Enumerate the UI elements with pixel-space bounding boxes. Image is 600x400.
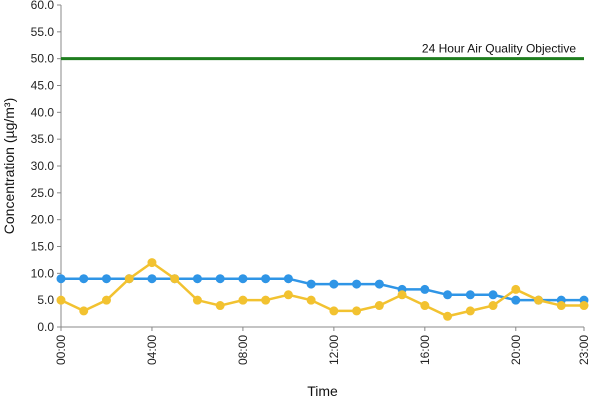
x-tick-label: 08:00 xyxy=(236,335,250,365)
data-point xyxy=(170,274,180,284)
y-tick-label: 50.0 xyxy=(31,52,55,66)
data-point xyxy=(579,301,589,311)
data-point xyxy=(397,290,407,300)
series-2 xyxy=(56,258,589,321)
y-tick-label: 35.0 xyxy=(31,132,55,146)
data-point xyxy=(352,279,362,289)
data-point xyxy=(352,306,362,316)
data-point xyxy=(465,290,475,300)
data-point xyxy=(215,301,225,311)
data-point xyxy=(465,306,475,316)
data-point xyxy=(79,306,89,316)
y-axis-ticks: 0.0 5.0 10.0 15.0 20.0 25.0 30.0 35.0 40.0 45.0 50… xyxy=(31,0,61,334)
data-point xyxy=(192,295,202,305)
data-point xyxy=(306,295,316,305)
x-axis-ticks: 00:00 04:00 08:00 12:00 16:00 20:00 23:00 xyxy=(54,327,591,365)
data-point xyxy=(261,295,271,305)
x-tick-label: 04:00 xyxy=(145,335,159,365)
data-point xyxy=(147,258,157,268)
y-tick-label: 5.0 xyxy=(37,293,54,307)
data-point xyxy=(488,290,498,300)
data-point xyxy=(101,274,111,284)
x-tick-label: 23:00 xyxy=(577,335,591,365)
data-point xyxy=(534,295,544,305)
data-point xyxy=(329,306,339,316)
x-tick-label: 00:00 xyxy=(54,335,68,365)
objective-label: 24 Hour Air Quality Objective xyxy=(422,42,576,56)
y-tick-label: 25.0 xyxy=(31,186,55,200)
data-point xyxy=(192,274,202,284)
data-point xyxy=(374,301,384,311)
data-point xyxy=(124,274,134,284)
data-point xyxy=(56,274,66,284)
data-point xyxy=(511,295,521,305)
series-1 xyxy=(56,274,589,305)
x-tick-label: 16:00 xyxy=(418,335,432,365)
data-point xyxy=(56,295,66,305)
y-tick-label: 0.0 xyxy=(37,320,54,334)
x-tick-label: 20:00 xyxy=(509,335,523,365)
data-point xyxy=(556,301,566,311)
y-tick-label: 60.0 xyxy=(31,0,55,12)
y-axis-title: Concentration (µg/m³) xyxy=(1,98,17,234)
data-point xyxy=(283,290,293,300)
x-tick-label: 12:00 xyxy=(327,335,341,365)
data-point xyxy=(306,279,316,289)
y-tick-label: 20.0 xyxy=(31,213,55,227)
data-point xyxy=(443,290,453,300)
y-tick-label: 55.0 xyxy=(31,25,55,39)
data-point xyxy=(261,274,271,284)
data-point xyxy=(238,274,248,284)
data-point xyxy=(374,279,384,289)
data-point xyxy=(511,284,521,294)
x-axis-title: Time xyxy=(307,383,338,399)
y-tick-label: 30.0 xyxy=(31,159,55,173)
data-point xyxy=(443,311,453,321)
y-tick-label: 15.0 xyxy=(31,240,55,254)
y-tick-label: 40.0 xyxy=(31,105,55,119)
y-tick-label: 10.0 xyxy=(31,266,55,280)
data-point xyxy=(79,274,89,284)
series-layer xyxy=(56,258,589,321)
data-point xyxy=(101,295,111,305)
data-point xyxy=(329,279,339,289)
data-point xyxy=(215,274,225,284)
y-tick-label: 45.0 xyxy=(31,79,55,93)
data-point xyxy=(420,301,430,311)
data-point xyxy=(238,295,248,305)
data-point xyxy=(283,274,293,284)
series-line xyxy=(60,261,584,318)
data-point xyxy=(420,284,430,294)
data-point xyxy=(147,274,157,284)
data-point xyxy=(488,301,498,311)
